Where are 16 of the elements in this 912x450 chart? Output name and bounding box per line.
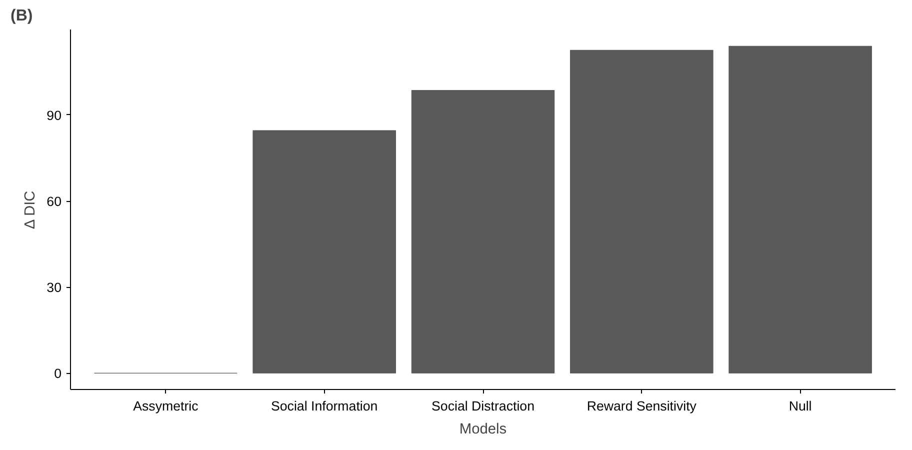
y-tick-label: 60 — [46, 194, 62, 210]
chart-title: (B) — [10, 8, 33, 24]
x-tick-label: Reward Sensitivity — [586, 398, 697, 414]
y-tick-label: 90 — [46, 108, 62, 123]
y-tick-label: 0 — [54, 366, 62, 382]
x-tick-label: Null — [788, 398, 812, 414]
x-axis-title: Models — [459, 422, 507, 438]
y-tick-label: 30 — [46, 280, 62, 296]
bar — [728, 46, 872, 374]
x-tick-label: Social Information — [271, 398, 378, 414]
y-axis-title: Δ DIC — [22, 190, 39, 230]
x-tick-label: Social Distraction — [432, 398, 534, 414]
bar — [570, 50, 714, 374]
bar — [411, 90, 555, 374]
bar — [252, 130, 396, 374]
x-tick-label: Assymetric — [133, 398, 199, 414]
